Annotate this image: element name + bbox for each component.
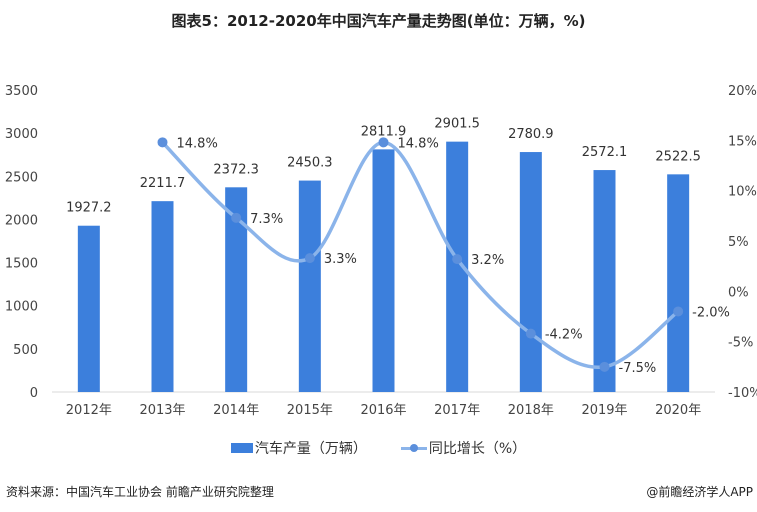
growth-marker: [673, 306, 684, 317]
line-data-label: -7.5%: [619, 361, 657, 376]
x-tick-label: 2019年: [581, 403, 627, 418]
left-tick-label: 500: [13, 343, 38, 358]
right-tick-label: 20%: [728, 84, 757, 99]
line-data-label: 14.8%: [398, 136, 439, 151]
line-data-label: 14.8%: [177, 136, 218, 151]
right-tick-label: 15%: [728, 134, 757, 149]
bar-data-label: 2522.5: [655, 149, 701, 164]
growth-marker: [525, 328, 536, 339]
bar: [446, 141, 469, 392]
bar-data-label: 2780.9: [508, 127, 554, 142]
growth-marker: [599, 361, 610, 372]
right-tick-label: 5%: [728, 235, 749, 250]
bar-data-label: 2211.7: [140, 176, 186, 191]
legend-bar-swatch: [230, 443, 253, 453]
bar-data-label: 2811.9: [361, 124, 407, 139]
left-tick-label: 2500: [5, 170, 38, 185]
left-tick-label: 1000: [5, 300, 38, 315]
x-tick-label: 2016年: [360, 403, 406, 418]
x-tick-label: 2017年: [434, 403, 480, 418]
bar: [593, 170, 616, 392]
bar: [667, 174, 690, 392]
line-data-label: 7.3%: [250, 212, 283, 227]
left-tick-label: 1500: [5, 257, 38, 272]
bar: [77, 225, 100, 392]
bar-data-label: 2450.3: [287, 156, 333, 171]
bar-data-label: 2572.1: [582, 145, 628, 160]
bar: [372, 149, 395, 392]
x-tick-label: 2015年: [287, 403, 333, 418]
legend-label: 汽车产量（万辆）: [254, 441, 367, 457]
growth-marker: [231, 212, 242, 223]
growth-marker: [452, 254, 463, 265]
credit: @前瞻经济学人APP: [646, 485, 753, 499]
bar: [519, 152, 542, 392]
bar-data-label: 2901.5: [434, 117, 480, 132]
chart-title: 图表5：2012-2020年中国汽车产量走势图(单位：万辆，%): [171, 12, 586, 30]
x-tick-label: 2012年: [66, 403, 112, 418]
legend-label: 同比增长（%）: [428, 441, 527, 457]
bar: [298, 180, 321, 392]
bar: [151, 201, 174, 392]
line-data-label: 3.3%: [324, 252, 357, 267]
right-tick-label: -10%: [728, 386, 757, 401]
line-data-label: -2.0%: [692, 305, 730, 320]
left-tick-label: 0: [30, 386, 38, 401]
growth-marker: [157, 137, 168, 148]
right-tick-label: 10%: [728, 185, 757, 200]
growth-marker: [304, 253, 315, 264]
right-tick-label: 0%: [728, 285, 749, 300]
x-tick-label: 2018年: [508, 403, 554, 418]
right-tick-label: -5%: [728, 336, 753, 351]
bar-data-label: 1927.2: [66, 201, 112, 216]
line-data-label: -4.2%: [545, 328, 583, 343]
left-tick-label: 2000: [5, 213, 38, 228]
left-tick-label: 3500: [5, 84, 38, 99]
legend-item-production: 汽车产量（万辆）: [230, 438, 367, 458]
x-tick-label: 2020年: [655, 403, 701, 418]
source-note: 资料来源：中国汽车工业协会 前瞻产业研究院整理: [6, 485, 274, 499]
legend-item-growth: 同比增长（%）: [400, 438, 527, 458]
legend: 汽车产量（万辆） 同比增长（%）: [0, 438, 757, 458]
legend-line-swatch: [400, 443, 427, 453]
line-data-label: 3.2%: [471, 253, 504, 268]
growth-line: [161, 140, 680, 370]
x-tick-label: 2013年: [139, 403, 185, 418]
bar-data-label: 2372.3: [213, 162, 259, 177]
left-tick-label: 3000: [5, 127, 38, 142]
growth-marker: [378, 137, 389, 148]
x-tick-label: 2014年: [213, 403, 259, 418]
bar: [225, 187, 248, 392]
